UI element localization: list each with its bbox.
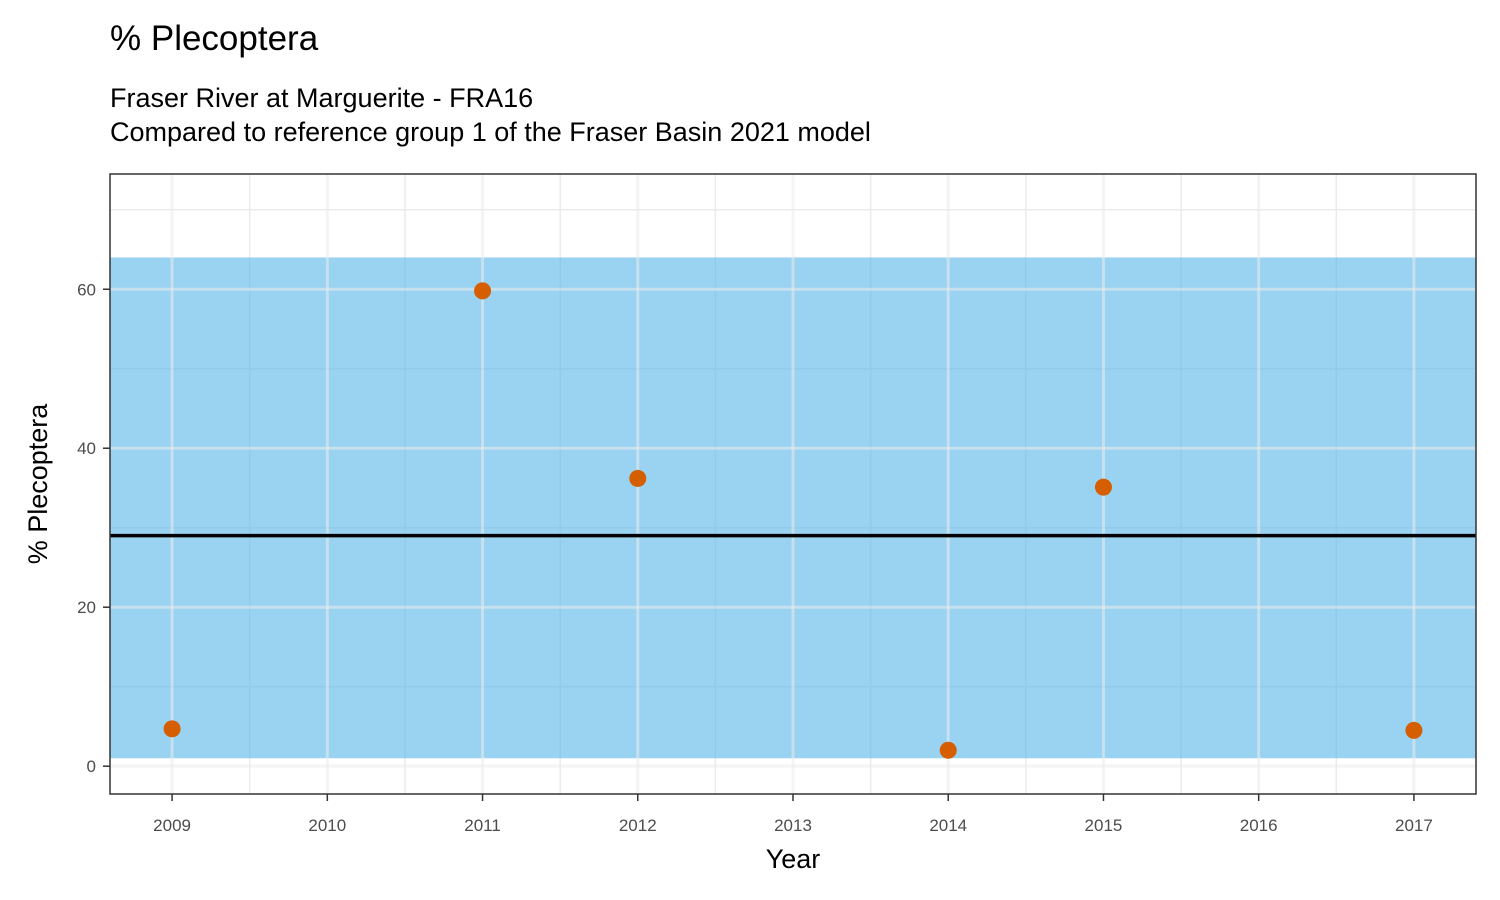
- y-tick-label: 0: [87, 757, 96, 776]
- data-point-2012: [629, 469, 647, 487]
- y-axis-title: % Plecoptera: [23, 403, 53, 565]
- x-tick-label: 2014: [929, 816, 967, 835]
- x-tick-label: 2015: [1085, 816, 1123, 835]
- y-tick-label: 20: [77, 598, 96, 617]
- x-tick-label: 2017: [1395, 816, 1433, 835]
- y-tick-label: 60: [77, 280, 96, 299]
- x-tick-label: 2012: [619, 816, 657, 835]
- x-axis-ticks: 2009 2010 2011 2012 2013 2014 2015 2016 2017: [153, 794, 1433, 835]
- data-point-2017: [1405, 721, 1423, 739]
- data-point-2011: [474, 282, 492, 300]
- chart-subtitle-line-1: Fraser River at Marguerite - FRA16: [110, 83, 534, 113]
- x-tick-label: 2010: [308, 816, 346, 835]
- x-tick-label: 2011: [464, 816, 501, 835]
- x-tick-label: 2009: [153, 816, 191, 835]
- x-tick-label: 2013: [774, 816, 812, 835]
- y-axis-ticks: 0 20 40 60: [77, 280, 110, 776]
- data-point-2014: [939, 741, 957, 759]
- data-point-2009: [163, 720, 181, 738]
- data-point-2015: [1094, 478, 1112, 496]
- data-points: [163, 282, 1423, 759]
- y-tick-label: 40: [77, 439, 96, 458]
- chart-subtitle-line-2: Compared to reference group 1 of the Fra…: [110, 117, 871, 147]
- x-tick-label: 2016: [1240, 816, 1278, 835]
- chart-title: % Plecoptera: [110, 19, 319, 58]
- x-axis-title: Year: [766, 844, 821, 874]
